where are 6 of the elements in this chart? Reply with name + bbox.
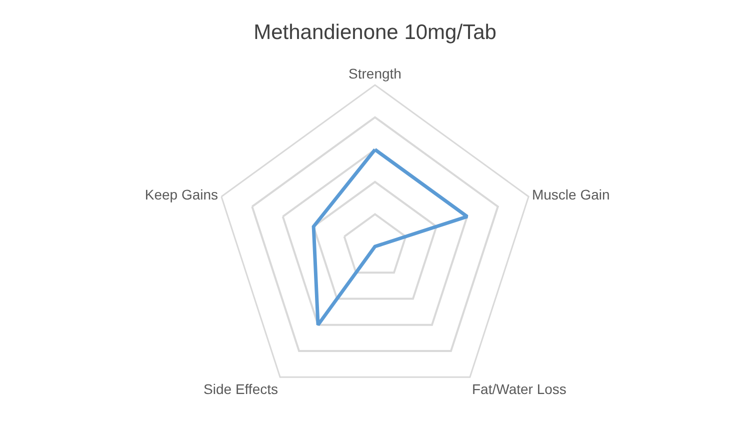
spoke-label: Muscle Gain xyxy=(532,186,610,202)
spoke-label: Side Effects xyxy=(204,381,278,398)
spoke-label: Keep Gains xyxy=(144,186,218,202)
chart-title: Methandienone 10mg/Tab xyxy=(254,21,496,44)
spoke-label: Fat/Water Loss xyxy=(472,381,566,398)
spoke-label: Strength xyxy=(348,66,402,82)
